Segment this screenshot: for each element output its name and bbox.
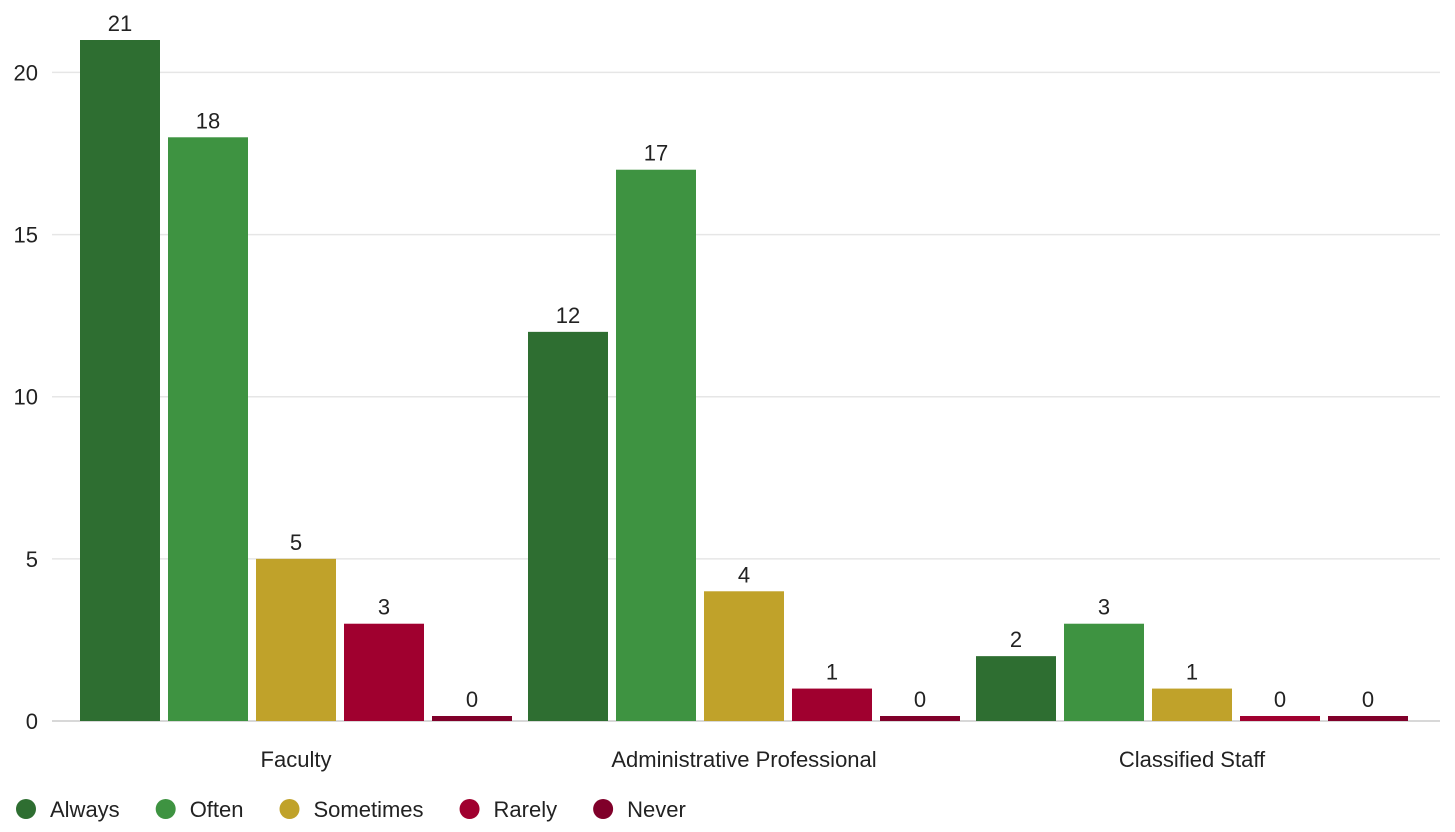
- bar-faculty-always[interactable]: [80, 40, 160, 721]
- data-label: 4: [738, 562, 750, 587]
- bar-faculty-sometimes[interactable]: [256, 558, 336, 721]
- bar-faculty-rarely[interactable]: [344, 623, 424, 721]
- data-label: 21: [108, 11, 132, 36]
- bar-administrative-professional-rarely[interactable]: [792, 688, 872, 721]
- bar-administrative-professional-never[interactable]: [880, 716, 960, 721]
- y-tick-label: 20: [14, 60, 38, 85]
- legend-marker: [155, 799, 176, 819]
- data-label: 2: [1010, 627, 1022, 652]
- y-tick-label: 0: [26, 709, 38, 734]
- legend-marker: [279, 799, 300, 819]
- legend-item-often[interactable]: Often: [155, 797, 244, 822]
- legend-item-never[interactable]: Never: [593, 797, 686, 822]
- data-label: 3: [378, 595, 390, 620]
- bar-faculty-often[interactable]: [168, 137, 248, 722]
- data-label: 12: [556, 303, 580, 328]
- data-label: 0: [466, 687, 478, 712]
- x-tick-label: Administrative Professional: [611, 747, 876, 772]
- legend-label: Often: [190, 797, 244, 822]
- legend-label: Always: [50, 797, 120, 822]
- bar-classified-staff-never[interactable]: [1328, 716, 1408, 721]
- x-tick-label: Faculty: [261, 747, 332, 772]
- legend-item-rarely[interactable]: Rarely: [459, 797, 558, 822]
- bar-classified-staff-always[interactable]: [976, 656, 1056, 721]
- legend-marker: [593, 799, 614, 819]
- y-axis-ticks: 0 5 10 15 20: [14, 60, 38, 734]
- x-tick-label: Classified Staff: [1119, 747, 1266, 772]
- y-tick-label: 10: [14, 385, 38, 410]
- data-label: 1: [826, 660, 838, 685]
- bar-administrative-professional-always[interactable]: [528, 331, 608, 721]
- y-tick-label: 15: [14, 223, 38, 248]
- legend-item-always[interactable]: Always: [16, 797, 120, 822]
- x-axis-ticks: Faculty Administrative Professional Classi…: [261, 747, 1267, 772]
- legend-item-sometimes[interactable]: Sometimes: [279, 797, 424, 822]
- data-label: 18: [196, 108, 220, 133]
- bar-administrative-professional-often[interactable]: [616, 169, 696, 721]
- legend-label: Never: [627, 797, 686, 822]
- bar-classified-staff-rarely[interactable]: [1240, 716, 1320, 721]
- data-label: 0: [914, 687, 926, 712]
- bar-faculty-never[interactable]: [432, 716, 512, 721]
- data-label: 17: [644, 141, 668, 166]
- bar-administrative-professional-sometimes[interactable]: [704, 591, 784, 721]
- data-labels: 21 18 5 3 0 12 17 4 1 0 2 3 1 0 0: [108, 11, 1374, 712]
- legend-label: Sometimes: [314, 797, 424, 822]
- bar-classified-staff-often[interactable]: [1064, 623, 1144, 721]
- data-label: 1: [1186, 660, 1198, 685]
- legend-label: Rarely: [494, 797, 558, 822]
- y-tick-label: 5: [26, 547, 38, 572]
- data-label: 0: [1274, 687, 1286, 712]
- legend-marker: [16, 799, 36, 819]
- bars: [80, 40, 1408, 722]
- data-label: 0: [1362, 687, 1374, 712]
- data-label: 3: [1098, 595, 1110, 620]
- legend: Always Often Sometimes Rarely Never: [16, 797, 686, 822]
- data-label: 5: [290, 530, 302, 555]
- bar-classified-staff-sometimes[interactable]: [1152, 688, 1232, 721]
- legend-marker: [459, 799, 480, 819]
